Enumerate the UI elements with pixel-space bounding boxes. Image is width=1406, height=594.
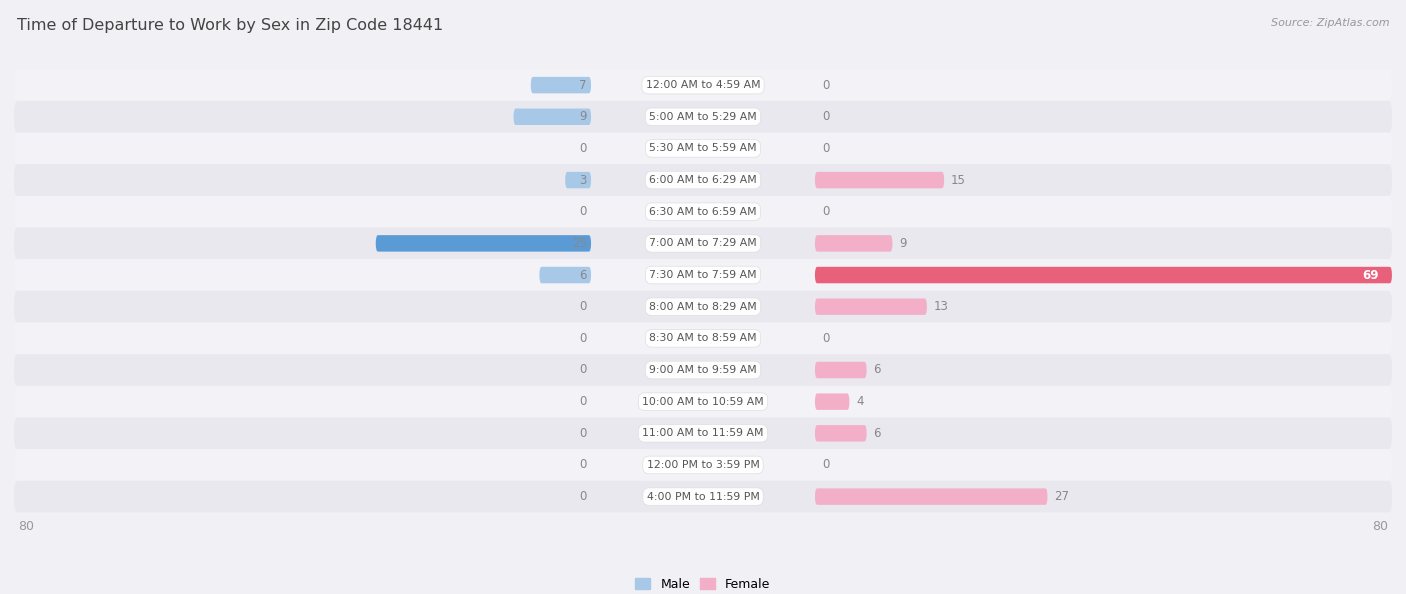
FancyBboxPatch shape — [815, 425, 866, 441]
Text: Time of Departure to Work by Sex in Zip Code 18441: Time of Departure to Work by Sex in Zip … — [17, 18, 443, 33]
FancyBboxPatch shape — [14, 291, 1392, 323]
Text: 7:30 AM to 7:59 AM: 7:30 AM to 7:59 AM — [650, 270, 756, 280]
Text: 0: 0 — [823, 78, 830, 91]
Text: 5:00 AM to 5:29 AM: 5:00 AM to 5:29 AM — [650, 112, 756, 122]
Text: 6:00 AM to 6:29 AM: 6:00 AM to 6:29 AM — [650, 175, 756, 185]
FancyBboxPatch shape — [14, 386, 1392, 418]
Text: 0: 0 — [823, 459, 830, 472]
FancyBboxPatch shape — [531, 77, 591, 93]
FancyBboxPatch shape — [14, 418, 1392, 449]
FancyBboxPatch shape — [540, 267, 591, 283]
FancyBboxPatch shape — [14, 228, 1392, 259]
Text: 0: 0 — [579, 364, 586, 377]
FancyBboxPatch shape — [14, 69, 1392, 101]
Text: 9: 9 — [900, 237, 907, 250]
Text: 9:00 AM to 9:59 AM: 9:00 AM to 9:59 AM — [650, 365, 756, 375]
Text: 69: 69 — [1362, 268, 1379, 282]
FancyBboxPatch shape — [815, 298, 927, 315]
Text: Source: ZipAtlas.com: Source: ZipAtlas.com — [1271, 18, 1389, 28]
FancyBboxPatch shape — [14, 196, 1392, 228]
FancyBboxPatch shape — [513, 109, 591, 125]
Text: 7:00 AM to 7:29 AM: 7:00 AM to 7:29 AM — [650, 238, 756, 248]
Text: 10:00 AM to 10:59 AM: 10:00 AM to 10:59 AM — [643, 397, 763, 407]
Text: 8:00 AM to 8:29 AM: 8:00 AM to 8:29 AM — [650, 302, 756, 312]
FancyBboxPatch shape — [14, 354, 1392, 386]
FancyBboxPatch shape — [815, 172, 945, 188]
FancyBboxPatch shape — [14, 259, 1392, 291]
Text: 12:00 AM to 4:59 AM: 12:00 AM to 4:59 AM — [645, 80, 761, 90]
Text: 0: 0 — [579, 490, 586, 503]
Text: 6: 6 — [873, 364, 882, 377]
Text: 0: 0 — [823, 206, 830, 218]
FancyBboxPatch shape — [14, 165, 1392, 196]
FancyBboxPatch shape — [815, 362, 866, 378]
FancyBboxPatch shape — [815, 235, 893, 252]
Text: 6: 6 — [873, 427, 882, 440]
Text: 0: 0 — [579, 300, 586, 313]
Text: 0: 0 — [579, 206, 586, 218]
FancyBboxPatch shape — [14, 101, 1392, 132]
FancyBboxPatch shape — [14, 323, 1392, 354]
FancyBboxPatch shape — [815, 488, 1047, 505]
Text: 0: 0 — [823, 332, 830, 345]
Text: 11:00 AM to 11:59 AM: 11:00 AM to 11:59 AM — [643, 428, 763, 438]
Text: 8:30 AM to 8:59 AM: 8:30 AM to 8:59 AM — [650, 333, 756, 343]
FancyBboxPatch shape — [14, 449, 1392, 481]
Text: 0: 0 — [579, 459, 586, 472]
Text: 0: 0 — [823, 110, 830, 124]
Text: 4: 4 — [856, 395, 863, 408]
Text: 0: 0 — [579, 395, 586, 408]
Text: 6: 6 — [579, 268, 586, 282]
FancyBboxPatch shape — [815, 393, 849, 410]
Text: 9: 9 — [579, 110, 586, 124]
Text: 4:00 PM to 11:59 PM: 4:00 PM to 11:59 PM — [647, 492, 759, 501]
FancyBboxPatch shape — [815, 267, 1392, 283]
Text: 3: 3 — [579, 173, 586, 187]
Text: 5:30 AM to 5:59 AM: 5:30 AM to 5:59 AM — [650, 143, 756, 153]
Text: 6:30 AM to 6:59 AM: 6:30 AM to 6:59 AM — [650, 207, 756, 217]
Text: 15: 15 — [950, 173, 966, 187]
Text: 0: 0 — [579, 142, 586, 155]
Legend: Male, Female: Male, Female — [636, 578, 770, 591]
Text: 80: 80 — [1372, 520, 1388, 533]
FancyBboxPatch shape — [14, 481, 1392, 513]
FancyBboxPatch shape — [375, 235, 591, 252]
Text: 0: 0 — [823, 142, 830, 155]
Text: 0: 0 — [579, 427, 586, 440]
Text: 80: 80 — [18, 520, 34, 533]
Text: 12:00 PM to 3:59 PM: 12:00 PM to 3:59 PM — [647, 460, 759, 470]
Text: 27: 27 — [1054, 490, 1070, 503]
FancyBboxPatch shape — [14, 132, 1392, 165]
FancyBboxPatch shape — [565, 172, 591, 188]
Text: 25: 25 — [572, 237, 586, 250]
Text: 7: 7 — [579, 78, 586, 91]
Text: 13: 13 — [934, 300, 949, 313]
Text: 0: 0 — [579, 332, 586, 345]
